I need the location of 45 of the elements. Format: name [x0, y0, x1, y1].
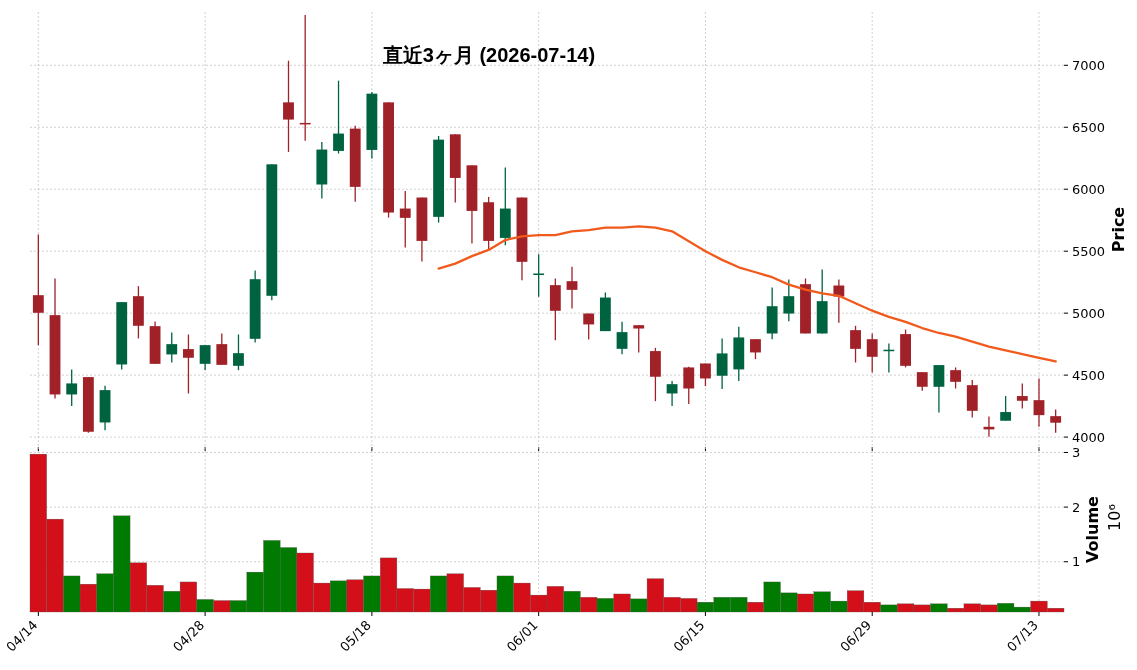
- line-series: [437, 225, 1057, 363]
- candlestick: [166, 331, 178, 364]
- candlestick: [700, 362, 711, 387]
- y-tick-label: 1: [1072, 554, 1081, 570]
- y-axis-title: Price: [1109, 206, 1128, 253]
- candlestick: [32, 233, 44, 346]
- candlestick: [633, 324, 645, 354]
- candlestick: [933, 364, 945, 414]
- candlestick: [666, 380, 678, 407]
- y-tick-label: 2: [1072, 499, 1081, 515]
- y-tick-label: 5000: [1072, 305, 1106, 321]
- y-tick-label: 6500: [1072, 119, 1106, 135]
- candlestick: [283, 60, 294, 153]
- text: 直近3ヶ月 (2026-07-14): [381, 44, 596, 66]
- text: 10⁶: [1105, 504, 1124, 531]
- candlestick: [333, 80, 344, 155]
- y-tick-label: 4500: [1072, 367, 1106, 383]
- candlestick: [616, 321, 628, 355]
- candlestick: [399, 190, 411, 249]
- candlestick: [199, 344, 211, 371]
- y-tick-label: 5500: [1072, 243, 1106, 259]
- candlestick: [1016, 382, 1028, 410]
- y-tick-label: 6000: [1072, 181, 1106, 197]
- candlestick: [216, 332, 228, 366]
- candlestick: [1000, 395, 1012, 422]
- candlestick: [716, 337, 728, 390]
- candlestick: [66, 368, 78, 407]
- candlestick: [183, 333, 194, 395]
- y-tick-label: 3: [1072, 444, 1081, 460]
- candlestick: [233, 333, 244, 371]
- candlestick: [533, 253, 545, 298]
- candlestick: [850, 325, 861, 364]
- candlestick: [583, 312, 595, 341]
- candlestick: [866, 332, 878, 374]
- candlestick: [683, 366, 695, 405]
- candlestick: [1050, 408, 1062, 434]
- candlestick: [1033, 377, 1045, 428]
- y-axis-title: Volume: [1083, 495, 1102, 563]
- y-tick-label: 7000: [1072, 57, 1106, 73]
- candlestick: [750, 338, 761, 360]
- candlestick: [950, 366, 962, 390]
- candlestick: [783, 278, 795, 322]
- y-tick-label: 4000: [1072, 429, 1106, 445]
- candlestick: [566, 266, 578, 310]
- candlestick: [916, 371, 928, 392]
